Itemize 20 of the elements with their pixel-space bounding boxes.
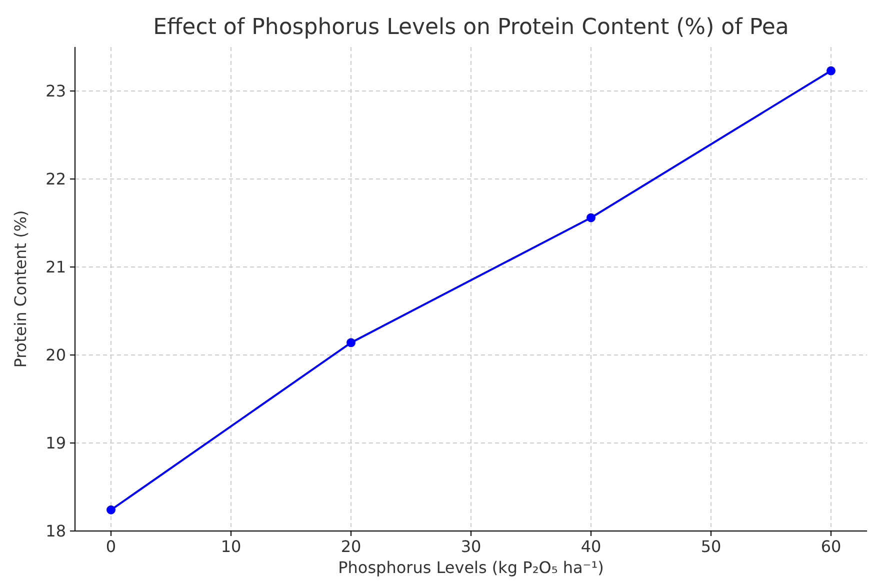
- y-axis-title: Protein Content (%): [11, 210, 30, 368]
- point: [346, 338, 356, 348]
- y-tick-label: 20: [46, 346, 66, 365]
- y-tick-label: 23: [46, 82, 66, 101]
- chart-title: Effect of Phosphorus Levels on Protein Content (%) of Pea: [153, 15, 789, 40]
- y-tick-label: 21: [46, 258, 66, 277]
- y-tick-label: 22: [46, 170, 66, 189]
- y-tick-label: 19: [46, 434, 66, 453]
- point: [826, 66, 836, 76]
- y-tick-label: 18: [46, 522, 66, 541]
- x-tick-label: 50: [700, 537, 722, 556]
- x-tick-label: 20: [340, 537, 362, 556]
- x-tick-label: 0: [106, 537, 116, 556]
- x-axis-title: Phosphorus Levels (kg P₂O₅ ha⁻¹): [338, 558, 604, 577]
- x-tick-label: 40: [580, 537, 602, 556]
- x-tick-label: 10: [220, 537, 242, 556]
- point: [106, 505, 116, 514]
- x-tick-label: 30: [460, 537, 482, 556]
- x-tick-label: 60: [820, 537, 842, 556]
- point: [586, 213, 596, 222]
